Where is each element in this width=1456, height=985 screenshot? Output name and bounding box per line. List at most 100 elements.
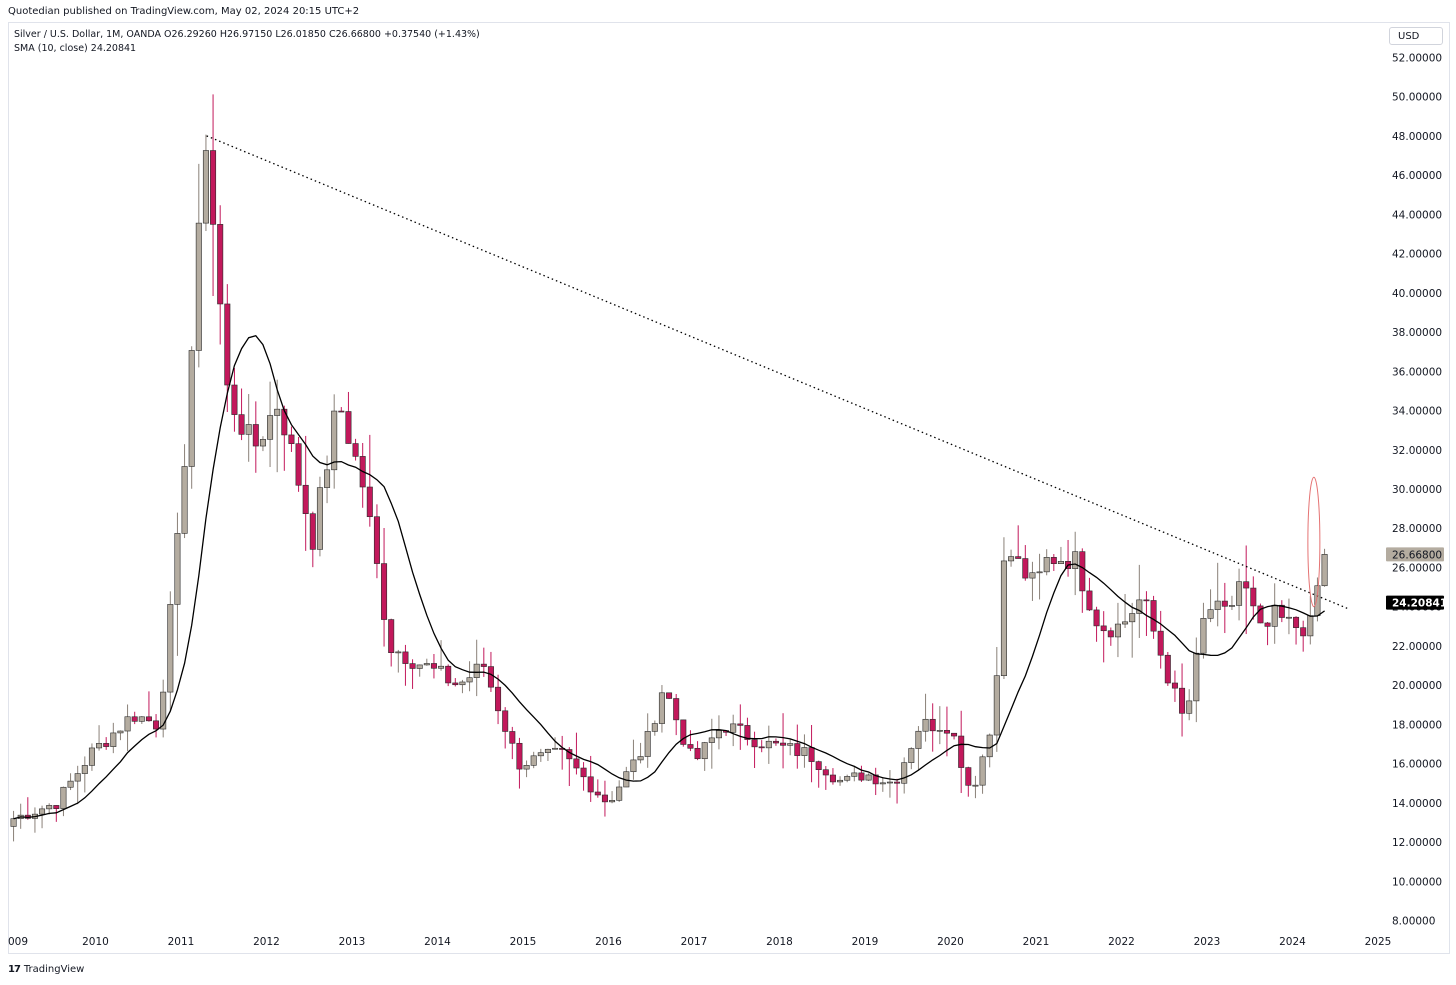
candle (88, 743, 95, 771)
candle (1285, 598, 1292, 635)
candle-body (1300, 627, 1307, 637)
candle (594, 779, 601, 798)
candle-body (174, 533, 181, 605)
candle (1036, 553, 1043, 600)
candle (1136, 564, 1143, 638)
candle (39, 805, 46, 829)
candle (801, 734, 808, 768)
candle-body (1200, 618, 1207, 654)
candle (395, 649, 402, 673)
candle (430, 654, 437, 679)
candle (231, 368, 238, 432)
candle (794, 724, 801, 769)
candle-body (416, 664, 423, 669)
candle (138, 716, 145, 724)
candle (473, 639, 480, 697)
candle (616, 780, 623, 802)
candle (772, 738, 779, 746)
candle-body (552, 747, 559, 750)
candle (908, 747, 915, 770)
candle-body (67, 780, 74, 788)
candle (1200, 602, 1207, 659)
x-tick-label: 2011 (168, 936, 195, 948)
candle-body (103, 743, 110, 747)
candle-body (1278, 604, 1285, 618)
candle (331, 394, 338, 489)
candle-body (1214, 600, 1221, 610)
candle (1100, 611, 1107, 663)
candle (573, 732, 580, 775)
candle (487, 651, 494, 692)
candle-body (1285, 616, 1292, 619)
candle (96, 725, 103, 751)
time-axis: 009 2010 2011 2012 2013 2014 2015 2016 2017 2018 2… (8, 936, 1391, 948)
candle-body (837, 779, 844, 783)
candle-body (1114, 623, 1121, 638)
candle-body (715, 730, 722, 739)
candle (1029, 561, 1036, 601)
y-tick-label: 44.00000 (1392, 209, 1442, 221)
candle (886, 770, 893, 798)
candle-body (473, 663, 480, 678)
y-tick-label: 30.00000 (1392, 484, 1442, 496)
candle (502, 707, 509, 749)
candle-body (879, 782, 886, 785)
candle-body (1157, 630, 1164, 656)
candle (680, 719, 687, 747)
candle-body (509, 731, 516, 744)
candle-body (972, 784, 979, 787)
candle-body (224, 303, 231, 386)
candle (217, 205, 224, 345)
x-tick-label: 2014 (424, 936, 451, 948)
candle (1250, 576, 1257, 620)
candle-body (160, 691, 167, 730)
currency-button[interactable]: USD (1389, 27, 1443, 45)
candle (174, 512, 181, 656)
candle-body (1221, 600, 1228, 607)
y-tick-label: 48.00000 (1392, 131, 1442, 143)
candle-body (259, 439, 266, 447)
candle (1164, 652, 1171, 686)
candle-body (1015, 556, 1022, 559)
candle-body (680, 719, 687, 745)
candle (309, 511, 316, 568)
candle (409, 659, 416, 689)
candle-body (1029, 572, 1036, 579)
candle-body (829, 774, 836, 783)
candle-body (1250, 587, 1257, 607)
candle-body (1193, 652, 1200, 702)
candle-body (758, 746, 765, 749)
candle (53, 805, 60, 822)
candle (872, 767, 879, 796)
candle (851, 765, 858, 782)
candle-body (167, 604, 174, 693)
candle (858, 765, 865, 782)
candle (587, 755, 594, 802)
candle-body (808, 747, 815, 762)
candle-body (765, 740, 772, 749)
candle-body (145, 716, 152, 722)
candle (715, 715, 722, 750)
candle-body (1093, 609, 1100, 627)
candle-body (666, 692, 673, 699)
candle (345, 391, 352, 444)
x-tick-label: 2019 (852, 936, 879, 948)
candle (1236, 568, 1243, 621)
x-tick-label: 2024 (1279, 936, 1306, 948)
candle (1043, 549, 1050, 576)
candle (516, 737, 523, 789)
candle (1057, 546, 1064, 564)
candle-body (1307, 615, 1314, 637)
candle (829, 768, 836, 785)
candle-body (1050, 557, 1057, 564)
candle (110, 722, 117, 754)
candle-body (381, 563, 388, 620)
candle-body (986, 734, 993, 758)
y-tick-label: 12.00000 (1392, 837, 1442, 849)
candle-body (609, 800, 616, 803)
candle (644, 713, 651, 768)
x-tick-label: 2012 (253, 936, 280, 948)
candle-body (644, 731, 651, 757)
y-tick-label: 28.00000 (1392, 523, 1442, 535)
